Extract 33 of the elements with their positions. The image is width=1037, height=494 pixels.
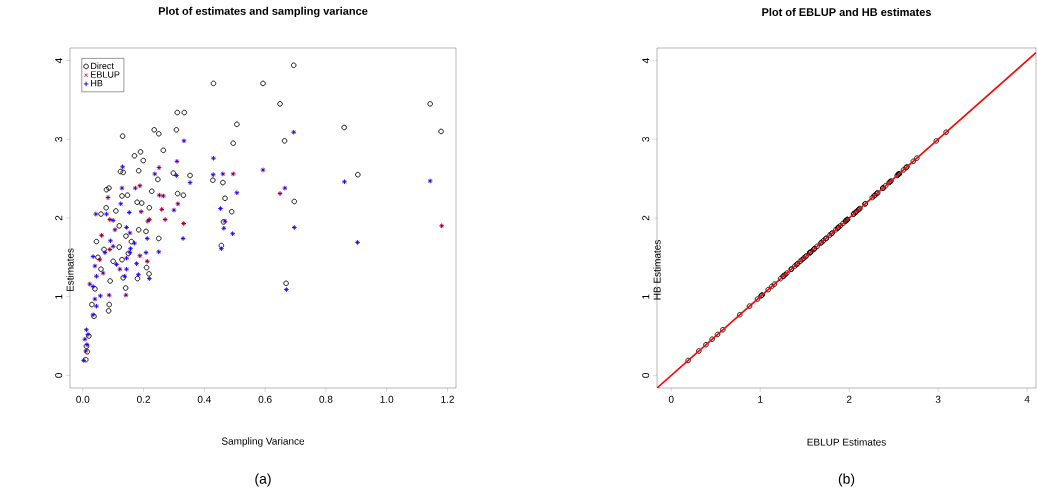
y-axis-title: Estimates <box>66 248 74 292</box>
x-axis-title: EBLUP Estimates <box>807 438 886 446</box>
legend-label: Direct <box>91 62 114 70</box>
x-tick-label: 1.0 <box>380 395 394 403</box>
x-tick-label: 4 <box>1024 395 1030 403</box>
chart-title: Plot of EBLUP and HB estimates <box>762 7 931 17</box>
x-tick-label: 0 <box>668 395 674 403</box>
y-tick-label: 3 <box>642 136 650 142</box>
legend-label: EBLUP <box>91 71 120 78</box>
legend-label: HB <box>91 80 103 87</box>
y-tick-label: 2 <box>642 215 650 221</box>
y-axis-title: HB Estimates <box>653 240 661 300</box>
x-tick-label: 0.6 <box>258 395 272 403</box>
text: (a) <box>255 473 271 487</box>
x-tick-label: 1 <box>758 395 763 403</box>
y-tick-label: 4 <box>642 58 650 64</box>
x-tick-label: 0.0 <box>76 395 90 403</box>
y-tick-label: 3 <box>55 136 63 142</box>
y-tick-label: 0 <box>55 373 63 378</box>
x-tick-label: 0.4 <box>197 395 212 403</box>
y-tick-label: 2 <box>55 215 63 221</box>
x-tick-label: 0.2 <box>137 395 151 403</box>
y-tick-label: 1 <box>642 294 650 299</box>
x-tick-label: 1.2 <box>441 395 454 403</box>
x-axis-title: Sampling Variance <box>221 437 305 447</box>
x-tick-label: 3 <box>935 395 941 403</box>
y-tick-label: 4 <box>55 58 63 64</box>
x-tick-label: 2 <box>846 395 852 403</box>
chart-title: Plot of estimates and sampling variance <box>158 6 368 18</box>
y-tick-label: 1 <box>55 294 63 299</box>
y-tick-label: 0 <box>642 373 650 378</box>
text: (b) <box>838 473 855 487</box>
x-tick-label: 0.8 <box>319 395 333 403</box>
